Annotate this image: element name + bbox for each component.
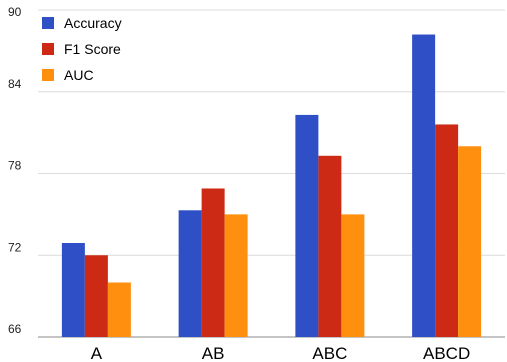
- bar-ABCD-f1-score: [435, 124, 459, 337]
- y-tick-label: 90: [8, 5, 22, 19]
- legend-swatch: [42, 69, 54, 81]
- y-tick-label: 78: [8, 159, 22, 173]
- bar-AB-accuracy: [178, 210, 202, 337]
- legend-swatch: [42, 17, 54, 29]
- bar-ABC-f1-score: [318, 155, 342, 337]
- bar-A-accuracy: [61, 242, 85, 337]
- y-tick-label: 72: [8, 240, 22, 254]
- y-tick-label: 84: [8, 77, 22, 91]
- bar-AB-f1-score: [201, 188, 225, 337]
- bars-layer: [61, 34, 482, 338]
- x-category-label: ABC: [312, 344, 347, 362]
- bar-AB-auc: [224, 214, 248, 337]
- bar-A-f1-score: [84, 255, 108, 337]
- bar-ABC-auc: [341, 214, 365, 337]
- legend-label: Accuracy: [64, 15, 122, 31]
- x-category-label: AB: [202, 344, 225, 362]
- legend: Accuracy F1 Score AUC: [42, 15, 122, 83]
- bar-ABCD-accuracy: [412, 34, 436, 338]
- x-category-label: A: [91, 344, 103, 362]
- legend-label: AUC: [64, 67, 94, 83]
- axis-layer: 66 72 78 84 90 A AB ABC ABCD: [8, 5, 470, 362]
- legend-label: F1 Score: [64, 41, 121, 57]
- bar-ABCD-auc: [458, 146, 482, 337]
- bar-ABC-accuracy: [295, 114, 319, 337]
- legend-swatch: [42, 43, 54, 55]
- x-category-label: ABCD: [423, 344, 470, 362]
- bar-A-auc: [107, 282, 131, 337]
- y-tick-label: 66: [8, 322, 22, 336]
